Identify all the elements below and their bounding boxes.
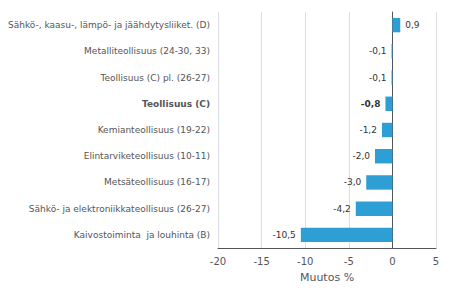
svg-text:0: 0 (389, 256, 395, 267)
svg-text:Sähkö- ja elektroniikkateollis: Sähkö- ja elektroniikkateollisuus (26-27… (29, 204, 210, 214)
svg-text:Teollisuus (C): Teollisuus (C) (142, 99, 210, 109)
svg-text:5: 5 (433, 256, 439, 267)
svg-text:-10: -10 (297, 256, 313, 267)
svg-text:Metalliteollisuus (24-30, 33): Metalliteollisuus (24-30, 33) (84, 46, 210, 56)
svg-text:-0,8: -0,8 (361, 99, 381, 109)
svg-text:Elintarviketeollisuus (10-11): Elintarviketeollisuus (10-11) (84, 151, 210, 161)
svg-text:Kaivostoiminta ja louhinta (B: Kaivostoiminta ja louhinta (B) (74, 230, 210, 240)
svg-text:Muutos %: Muutos % (300, 271, 354, 284)
svg-text:-5: -5 (344, 256, 354, 267)
svg-text:Kemianteollisuus (19-22): Kemianteollisuus (19-22) (98, 125, 210, 135)
svg-text:Teollisuus (C) pl. (26-27): Teollisuus (C) pl. (26-27) (100, 73, 210, 83)
svg-text:-4,2: -4,2 (333, 204, 351, 214)
svg-text:-15: -15 (253, 256, 269, 267)
svg-text:-2,0: -2,0 (352, 151, 370, 161)
svg-text:-0,1: -0,1 (369, 46, 387, 56)
svg-text:-0,1: -0,1 (369, 73, 387, 83)
svg-text:Metsäteollisuus (16-17): Metsäteollisuus (16-17) (104, 177, 210, 187)
svg-text:-1,2: -1,2 (359, 125, 377, 135)
svg-text:Sähkö-, kaasu-, lämpö- ja jääh: Sähkö-, kaasu-, lämpö- ja jäähdytysliike… (8, 20, 210, 30)
svg-text:0,9: 0,9 (405, 20, 420, 30)
svg-text:-3,0: -3,0 (344, 177, 362, 187)
svg-text:-20: -20 (210, 256, 226, 267)
svg-text:-10,5: -10,5 (273, 230, 296, 240)
